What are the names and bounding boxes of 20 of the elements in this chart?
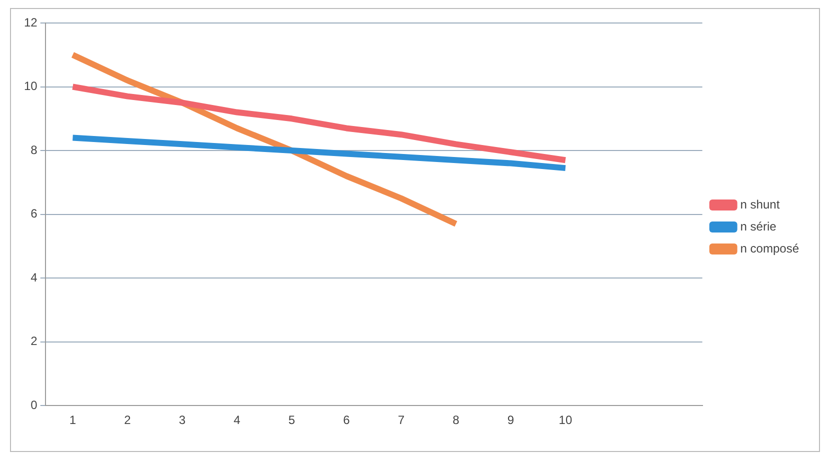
x-tick-label: 3 (178, 413, 186, 428)
y-tick-label: 10 (24, 79, 38, 94)
x-tick-label: 4 (234, 413, 241, 428)
y-tick-label: 6 (30, 206, 38, 221)
legend-label: n shunt (740, 197, 780, 212)
y-tick-label: 4 (30, 270, 38, 284)
y-tick-label: 8 (30, 142, 38, 157)
x-tick-label: 7 (398, 413, 405, 428)
x-tick-label: 2 (124, 413, 132, 428)
x-tick-label: 9 (507, 413, 514, 428)
x-tick-label: 10 (558, 413, 572, 428)
y-tick-label: 2 (30, 334, 38, 348)
legend-label: n composé (740, 241, 800, 256)
x-tick-label: 6 (343, 413, 350, 428)
y-tick-label: 0 (30, 398, 38, 412)
y-tick-label: 12 (24, 15, 38, 30)
x-tick-label: 8 (452, 413, 460, 428)
legend-label: n série (740, 219, 777, 234)
x-tick-label: 1 (69, 413, 76, 428)
x-tick-label: 5 (288, 413, 296, 428)
